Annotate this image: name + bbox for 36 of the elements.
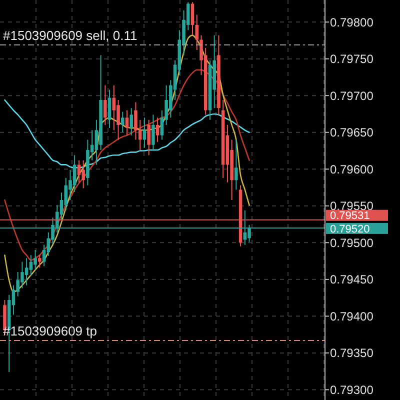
y-tick-label: 0.79400	[330, 309, 374, 324]
y-tick-label: 0.79800	[330, 15, 374, 30]
ref-line-label: 0.79531	[330, 210, 370, 222]
candlestick	[108, 89, 112, 128]
candlestick	[77, 160, 81, 183]
candlestick	[134, 102, 138, 140]
candlestick	[34, 250, 37, 270]
candlestick	[138, 119, 142, 150]
candlestick	[147, 119, 150, 156]
candlestick	[24, 258, 28, 286]
candlestick	[156, 117, 160, 142]
candlestick	[130, 108, 134, 136]
y-tick-label: 0.79700	[330, 88, 374, 103]
y-tick-label: 0.79650	[330, 126, 374, 140]
candlestick	[234, 139, 238, 190]
candlestick	[116, 100, 120, 140]
candlestick	[152, 114, 155, 150]
candlestick	[104, 84, 107, 126]
y-tick-label: 0.79750	[330, 52, 374, 66]
y-tick-label: 0.79500	[330, 236, 374, 250]
y-tick-label: 0.79300	[330, 382, 374, 397]
candlestick	[72, 154, 76, 192]
y-tick-label: 0.79350	[330, 346, 374, 360]
candlestick	[29, 254, 33, 276]
candlestick	[38, 254, 42, 268]
candlestick	[112, 84, 116, 131]
candlestick	[82, 160, 85, 189]
candlestick	[195, 14, 199, 50]
candlestick	[190, 2, 194, 36]
y-tick-label: 0.79450	[330, 272, 374, 287]
y-tick-label: 0.79600	[330, 162, 374, 176]
ref-line-label: 0.79520	[330, 223, 370, 236]
candlestick	[142, 117, 146, 148]
candlestick	[125, 110, 129, 136]
candlestick	[120, 111, 124, 133]
ref-line-label: #1503909609 sell, 0.11	[3, 28, 138, 43]
